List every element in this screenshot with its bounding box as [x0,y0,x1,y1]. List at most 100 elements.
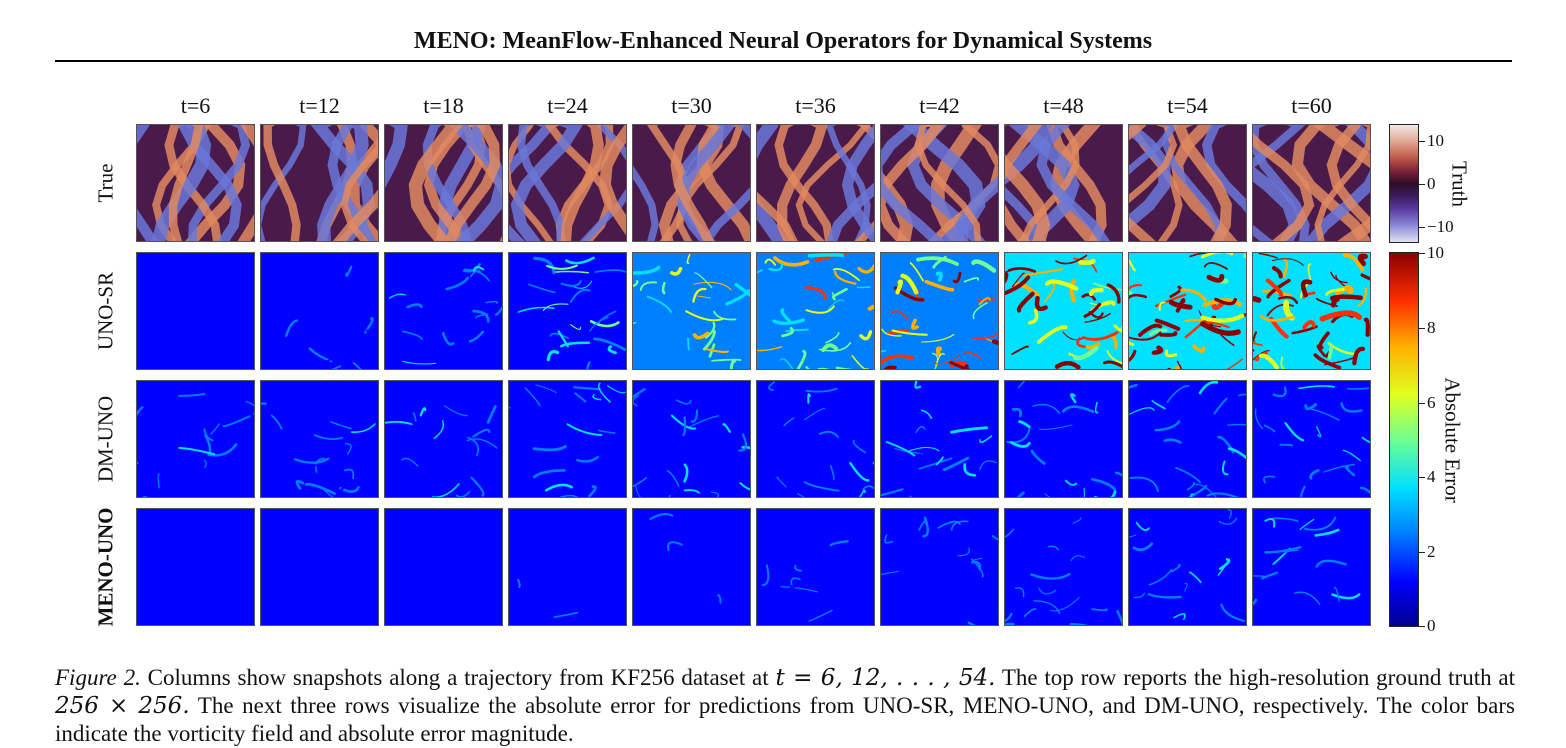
column-label: t=36 [795,93,836,118]
error-field-panel [260,252,379,370]
column-label: t=18 [423,93,464,118]
field-image [757,381,874,497]
error-field-panel [260,508,379,626]
truth-colorbar-title: Truth [1447,161,1472,207]
error-field-panel [1004,380,1123,498]
field-image [261,253,378,369]
column-label: t=60 [1291,93,1332,118]
row-label: DM-UNO [93,395,118,483]
caption-math: t = 6, 12, . . . , 54. [775,665,996,691]
error-field-panel [136,252,255,370]
error-field-panel [1128,380,1247,498]
field-image [881,125,998,241]
field-image [1253,381,1370,497]
field-image [137,253,254,369]
truth-field-panel [508,124,627,242]
field-image [633,509,750,625]
figure-caption: Figure 2. Columns show snapshots along a… [55,664,1515,748]
error-field-panel [880,380,999,498]
error-field-panel [880,252,999,370]
error-field-panel [756,508,875,626]
caption-math: 256 × 256. [55,693,190,719]
field-image [137,381,254,497]
error-tick-label: 6 [1427,393,1436,412]
field-image [1253,253,1370,369]
truth-field-panel [1252,124,1371,242]
error-field-panel [508,252,627,370]
error-tick [1419,253,1425,254]
field-image [633,253,750,369]
column-label: t=12 [299,93,340,118]
error-field-panel [632,508,751,626]
truth-field-panel [632,124,751,242]
error-field-panel [1128,508,1247,626]
error-tick [1419,477,1425,478]
field-image [1253,509,1370,625]
field-image [1005,125,1122,241]
field-image [385,253,502,369]
error-field-panel [384,380,503,498]
error-tick-label: 4 [1427,467,1436,486]
field-image [757,253,874,369]
error-field-panel [1252,252,1371,370]
column-label: t=30 [671,93,712,118]
field-image [385,381,502,497]
field-image [1129,125,1246,241]
truth-field-panel [260,124,379,242]
truth-tick-label: 0 [1427,174,1436,193]
field-image [1005,381,1122,497]
error-field-panel [508,508,627,626]
field-image [881,509,998,625]
error-field-panel [384,252,503,370]
error-field-panel [1004,252,1123,370]
field-image [757,125,874,241]
error-field-panel [1252,380,1371,498]
error-colorbar-title: Absolute Error [1440,377,1465,503]
error-field-panel [136,380,255,498]
row-label: UNO-SR [93,271,118,351]
column-label: t=54 [1167,93,1208,118]
field-image [1129,381,1246,497]
error-field-panel [632,252,751,370]
field-image [1129,509,1246,625]
row-label: True [93,163,118,203]
error-tick-label: 8 [1427,318,1436,337]
field-image [633,125,750,241]
column-label: t=24 [547,93,588,118]
field-image [261,509,378,625]
error-field-panel [508,380,627,498]
truth-tick [1419,227,1425,228]
column-label: t=42 [919,93,960,118]
caption-text: The next three rows visualize the absolu… [55,693,1515,746]
field-image [385,125,502,241]
error-tick-label: 10 [1427,243,1444,262]
truth-tick-label: −10 [1427,217,1454,236]
column-label: t=6 [180,93,211,118]
truth-field-panel [136,124,255,242]
caption-text: Columns show snapshots along a trajector… [147,665,769,690]
field-image [1129,253,1246,369]
truth-colorbar [1389,124,1419,243]
field-image [1005,509,1122,625]
header-rule [55,60,1512,62]
error-tick [1419,626,1425,627]
field-image [137,509,254,625]
error-tick [1419,328,1425,329]
field-image [1005,253,1122,369]
running-title: MENO: MeanFlow-Enhanced Neural Operators… [413,28,1153,54]
field-image [881,381,998,497]
field-image [385,509,502,625]
truth-tick [1419,141,1425,142]
truth-tick-label: 10 [1427,131,1444,150]
field-image [261,381,378,497]
field-image [509,381,626,497]
truth-field-panel [756,124,875,242]
field-image [1253,125,1370,241]
field-image [261,125,378,241]
error-tick-label: 2 [1427,542,1436,561]
row-label: MENO-UNO [93,507,118,627]
column-label: t=48 [1043,93,1084,118]
field-image [509,125,626,241]
field-image [137,125,254,241]
error-field-panel [632,380,751,498]
